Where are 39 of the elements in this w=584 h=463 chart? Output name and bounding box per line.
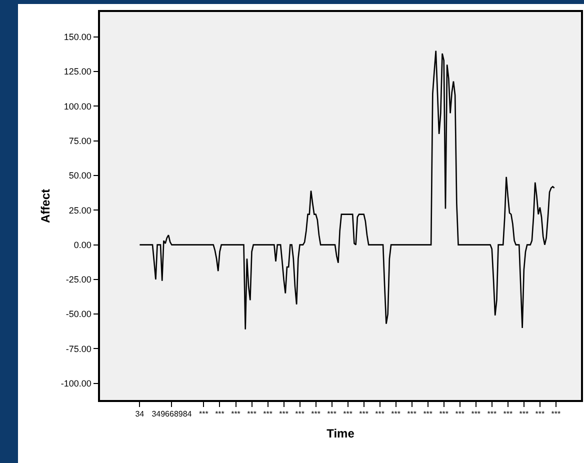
x-tick-label: *** (359, 409, 368, 418)
x-axis-title: Time (326, 426, 355, 441)
x-tick-label: *** (551, 409, 561, 418)
x-tick-label: *** (391, 409, 401, 418)
x-tick-label: 34 (135, 409, 145, 418)
x-tick-label: 349668984 (152, 409, 192, 418)
y-tick-label: 75.00 (68, 136, 92, 146)
x-tick-label: *** (375, 409, 384, 418)
x-tick-label: *** (247, 409, 256, 418)
y-tick-label: -100.00 (60, 378, 92, 389)
x-tick-label: *** (327, 409, 336, 418)
x-tick-label: *** (279, 409, 288, 418)
y-tick-label: -50.00 (66, 309, 92, 320)
x-tick-label: *** (263, 409, 272, 418)
x-tick-label: *** (343, 409, 352, 418)
x-tick-label: *** (471, 409, 481, 418)
y-tick-label: 100.00 (64, 101, 92, 112)
y-tick-label: 125.00 (64, 66, 92, 77)
x-tick-label: *** (423, 409, 433, 418)
x-tick-label: *** (455, 409, 465, 418)
y-axis-title: Affect (38, 188, 53, 224)
x-tick-label: *** (503, 409, 513, 418)
x-tick-label: *** (295, 409, 304, 418)
x-tick-label: *** (407, 409, 417, 418)
y-tick-label: 0.00 (74, 240, 92, 250)
y-tick-label: 150.00 (64, 32, 92, 42)
y-tick-label: -25.00 (66, 274, 92, 285)
x-tick-label: *** (311, 409, 320, 418)
line-series (139, 50, 555, 330)
x-tick-label: *** (519, 409, 529, 418)
x-tick-label: *** (215, 409, 224, 418)
x-tick-label: *** (199, 409, 208, 418)
x-tick-label: *** (487, 409, 497, 418)
y-tick-label: 25.00 (68, 205, 92, 216)
y-tick-label: -75.00 (66, 344, 92, 354)
y-tick-label: 50.00 (68, 170, 92, 181)
x-tick-label: *** (535, 409, 545, 418)
x-tick-label: *** (439, 409, 449, 418)
x-tick-label: *** (231, 409, 240, 418)
